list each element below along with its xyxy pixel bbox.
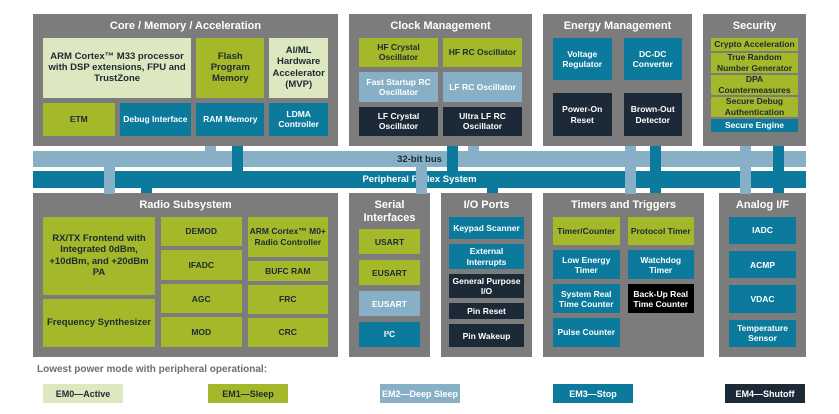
section-security: Security Crypto Acceleration True Random… (703, 14, 806, 146)
section-analog-if: Analog I/F IADC ACMP VDAC Temperature Se… (719, 193, 806, 357)
bus-connector (232, 146, 243, 172)
block-lf-rc-oscillator: LF RC Oscillator (443, 72, 522, 102)
block-agc: AGC (161, 283, 242, 314)
block-temperature-sensor: Temperature Sensor (729, 319, 796, 348)
block-low-energy-timer: Low Energy Timer (553, 250, 620, 280)
block-frc: FRC (247, 284, 328, 314)
bus-connector (487, 187, 498, 194)
bus-connector (468, 146, 479, 152)
block-pulse-counter: Pulse Counter (553, 318, 620, 347)
bus-connector (416, 166, 427, 194)
section-title-analog: Analog I/F (735, 199, 790, 211)
block-arm-cortex-m33-processor: ARM Cortex™ M33 processor with DSP exten… (43, 37, 192, 98)
block-secure-engine: Secure Engine (711, 118, 798, 132)
block-ultra-lf-rc-oscillator: Ultra LF RC Oscillator (443, 106, 522, 136)
legend-em2-deep-sleep: EM2—Deep Sleep (380, 384, 460, 403)
section-timers-and-triggers: Timers and Triggers Timer/Counter Protoc… (543, 193, 704, 357)
bus-connector (773, 187, 784, 194)
block-vdac: VDAC (729, 285, 796, 313)
block-flash-program-memory: Flash Program Memory (196, 37, 265, 98)
block-pin-wakeup: Pin Wakeup (449, 324, 524, 348)
block-pin-reset: Pin Reset (449, 302, 524, 320)
legend-caption: Lowest power mode with peripheral operat… (37, 364, 268, 375)
block-true-random-number-generator: True Random Number Generator (711, 52, 798, 73)
bus-connector (650, 146, 661, 172)
block-protocol-timer: Protocol Timer (627, 216, 694, 246)
bus-connector (625, 166, 636, 194)
block-i2c: I²C (359, 322, 420, 348)
block-lf-crystal-oscillator: LF Crystal Oscillator (359, 106, 438, 136)
section-title-core: Core / Memory / Acceleration (109, 20, 262, 32)
section-energy-management: Energy Management Voltage Regulator DC-D… (543, 14, 692, 146)
section-io-ports: I/O Ports Keypad Scanner External Interr… (441, 193, 532, 357)
block-crc: CRC (247, 317, 328, 348)
bus-32bit-label: 32-bit bus (397, 153, 442, 165)
bus-connector (740, 146, 751, 152)
section-title-io-ports: I/O Ports (463, 199, 510, 211)
block-fast-startup-rc-oscillator: Fast Startup RC Oscillator (359, 72, 438, 102)
block-backup-real-time-counter: Back-Up Real Time Counter (627, 284, 694, 314)
block-usart: USART (359, 229, 420, 255)
block-keypad-scanner: Keypad Scanner (449, 216, 524, 240)
bus-32bit: 32-bit bus (33, 151, 806, 167)
block-secure-debug-authentication: Secure Debug Authentication (711, 96, 798, 117)
section-clock-management: Clock Management HF Crystal Oscillator H… (349, 14, 532, 146)
legend-em1-sleep: EM1—Sleep (208, 384, 288, 403)
section-title-security: Security (732, 20, 777, 32)
block-iadc: IADC (729, 216, 796, 244)
block-general-purpose-io: General Purpose I/O (449, 273, 524, 298)
block-acmp: ACMP (729, 250, 796, 279)
bus-connector (650, 187, 661, 194)
block-frequency-synthesizer: Frequency Synthesizer (43, 298, 155, 347)
bus-connector (740, 166, 751, 194)
block-watchdog-timer: Watchdog Timer (627, 250, 694, 280)
section-serial-interfaces: Serial Interfaces USART EUSART EUSART I²… (349, 193, 430, 357)
section-title-timers: Timers and Triggers (571, 199, 676, 211)
block-ifadc: IFADC (161, 250, 242, 280)
block-system-real-time-counter: System Real Time Counter (553, 284, 620, 314)
section-radio-subsystem: Radio Subsystem RX/TX Frontend with Inte… (33, 193, 338, 357)
block-hf-rc-oscillator: HF RC Oscillator (443, 37, 522, 68)
block-timer-counter: Timer/Counter (553, 216, 620, 246)
block-ldma-controller: LDMA Controller (269, 102, 328, 136)
legend-em3-stop: EM3—Stop (553, 384, 633, 403)
section-title-clock: Clock Management (390, 20, 491, 32)
bus-connector (141, 187, 152, 194)
block-ram-memory: RAM Memory (196, 102, 265, 136)
bus-connector (773, 146, 784, 172)
block-external-interrupts: External Interrupts (449, 244, 524, 269)
block-dpa-countermeasures: DPA Countermeasures (711, 74, 798, 95)
section-title-energy: Energy Management (563, 20, 672, 32)
block-rxtx-frontend: RX/TX Frontend with Integrated 0dBm, +10… (43, 216, 155, 295)
bus-connector (205, 146, 216, 152)
block-etm: ETM (43, 102, 115, 136)
bus-connector (447, 146, 458, 172)
section-title-serial: Serial Interfaces (363, 199, 416, 224)
block-brown-out-detector: Brown-Out Detector (623, 93, 682, 136)
legend-em0-active: EM0—Active (43, 384, 123, 403)
block-power-on-reset: Power-On Reset (553, 93, 612, 136)
block-hf-crystal-oscillator: HF Crystal Oscillator (359, 37, 438, 68)
block-eusart-lowpower: EUSART (359, 291, 420, 317)
block-eusart: EUSART (359, 260, 420, 286)
bus-connector (625, 146, 636, 152)
block-bufc-ram: BUFC RAM (247, 260, 328, 281)
section-core-memory-acceleration: Core / Memory / Acceleration ARM Cortex™… (33, 14, 338, 146)
section-title-radio: Radio Subsystem (139, 199, 232, 211)
block-aiml-hardware-accelerator-mvp: AI/ML Hardware Accelerator (MVP) (269, 37, 328, 98)
block-dc-dc-converter: DC-DC Converter (623, 37, 682, 81)
block-debug-interface: Debug Interface (119, 102, 192, 136)
block-arm-cortex-m0-radio-controller: ARM Cortex™ M0+ Radio Controller (247, 216, 328, 257)
legend-em4-shutoff: EM4—Shutoff (725, 384, 805, 403)
block-demod: DEMOD (161, 216, 242, 247)
block-mod: MOD (161, 317, 242, 348)
block-crypto-acceleration: Crypto Acceleration (711, 37, 798, 51)
block-voltage-regulator: Voltage Regulator (553, 37, 612, 81)
bus-connector (104, 166, 115, 194)
